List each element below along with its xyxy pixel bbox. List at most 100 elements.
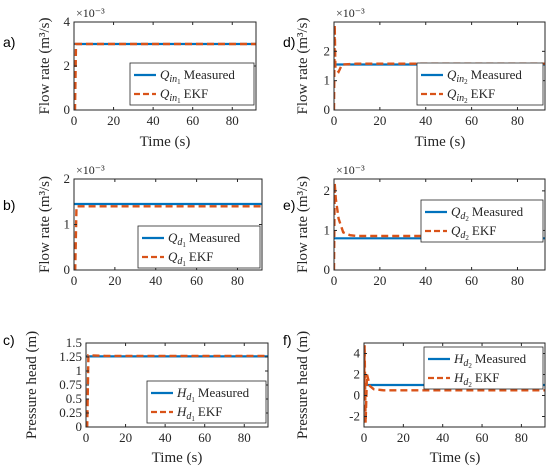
y-tick-label: 1 [64, 217, 71, 232]
legend-entry: Qd1 Measured [168, 230, 241, 249]
x-tick-label: 20 [108, 273, 121, 288]
x-tick-label: 40 [159, 430, 172, 445]
y-tick-label: 4 [64, 14, 71, 29]
panel-label: a) [3, 34, 15, 50]
y-tick-label: 0 [354, 388, 361, 403]
panel-e: e) 0 20 40 60 80 0 1 2 ×10⁻³ Flow rate (m³/s) Qd2 Me… [283, 163, 546, 288]
y-tick-label: 1 [324, 73, 331, 88]
x-tick-label: 80 [511, 113, 524, 128]
series-group [86, 354, 268, 427]
y-tick-label: 1 [76, 363, 83, 378]
legend-entry: Qd2 Measured [451, 204, 524, 223]
y-tick-label: 2 [64, 171, 71, 186]
legend-entry: Qin2 Measured [447, 67, 522, 86]
legend-box [423, 346, 544, 390]
panel-b: b) 0 20 40 60 80 0 1 2 ×10⁻³ Flow rate (m³/s) Qd1 Me… [3, 163, 263, 288]
x-tick-label: 40 [436, 430, 449, 445]
x-tick-label: 0 [331, 273, 338, 288]
panel-label: d) [283, 34, 295, 50]
x-tick-label: 0 [361, 430, 368, 445]
series-line-ekf [86, 354, 268, 427]
x-axis-label: Time (s) [415, 134, 466, 150]
axes-box [333, 178, 546, 271]
x-tick-label: 60 [465, 113, 478, 128]
panel-label: c) [3, 332, 15, 348]
panel-label: b) [3, 197, 15, 213]
legend-box [420, 199, 544, 243]
x-tick-label: 60 [198, 430, 211, 445]
x-tick-label: 40 [149, 273, 162, 288]
x-tick-label: 60 [465, 273, 478, 288]
y-axis-label: Flow rate (m³/s) [37, 176, 53, 273]
legend-box [416, 62, 544, 106]
x-tick-label: 40 [147, 113, 160, 128]
y-exponent: ×10⁻³ [76, 163, 105, 177]
y-axis-label: Pressure head (m) [24, 331, 40, 439]
x-axis-label: Time (s) [430, 450, 481, 466]
y-axis-label: Pressure head (m) [295, 331, 311, 439]
legend-entry: Qd1 EKF [168, 249, 213, 268]
x-tick-label: 0 [71, 113, 78, 128]
legend-entry: Qin1 EKF [160, 86, 208, 105]
x-tick-label: 20 [373, 113, 386, 128]
series-group [74, 202, 262, 270]
x-axis-label: Time (s) [152, 450, 203, 466]
y-tick-label: 4 [354, 346, 361, 361]
series-line-ekf [74, 42, 256, 110]
x-tick-label: 40 [419, 113, 432, 128]
legend-box [137, 225, 261, 269]
legend-entry: Hd1 EKF [176, 404, 222, 423]
y-exponent: ×10⁻³ [336, 163, 365, 177]
legend-entry: Qin1 Measured [160, 67, 235, 86]
legend-box [146, 380, 267, 424]
x-tick-label: 80 [238, 430, 251, 445]
y-tick-label: 2 [64, 58, 71, 73]
y-exponent: ×10⁻³ [336, 6, 365, 20]
y-tick-label: 0.75 [59, 377, 82, 392]
axes-box [333, 21, 546, 111]
y-tick-label: 0 [324, 102, 331, 117]
y-tick-label: 1 [324, 222, 331, 237]
x-tick-label: 20 [119, 430, 132, 445]
x-axis-label: Time (s) [140, 134, 191, 150]
x-tick-label: 0 [331, 113, 338, 128]
y-axis-label: Flow rate (m³/s) [295, 18, 311, 115]
y-tick-label: 1.5 [66, 335, 82, 350]
x-tick-label: 40 [419, 273, 432, 288]
y-tick-label: 0.5 [66, 391, 82, 406]
legend-box [129, 62, 255, 106]
y-axis-label: Flow rate (m³/s) [37, 18, 53, 115]
axes-box [363, 342, 546, 428]
y-tick-label: 0 [324, 262, 331, 277]
x-tick-label: 20 [397, 430, 410, 445]
panel-a: a) 0 20 40 60 80 0 2 4 ×10⁻³ Time (s) Flow rate (m³… [3, 6, 257, 150]
x-tick-label: 20 [107, 113, 120, 128]
x-tick-label: 80 [515, 430, 528, 445]
panel-label: f) [283, 332, 292, 348]
panel-label: e) [283, 197, 295, 213]
y-axis-label: Flow rate (m³/s) [295, 176, 311, 273]
series-group [74, 42, 256, 110]
legend-entry: Hd1 Measured [176, 385, 250, 404]
y-tick-label: 0.25 [59, 405, 82, 420]
y-tick-label: 0 [76, 419, 83, 434]
x-tick-label: 80 [226, 113, 239, 128]
y-tick-label: 0 [64, 262, 71, 277]
series-line-ekf [74, 205, 262, 270]
y-tick-label: 2 [324, 183, 331, 198]
y-tick-label: -2 [349, 409, 360, 424]
legend-entry: Hd2 EKF [453, 370, 499, 389]
panel-d: d) 0 20 40 60 80 0 1 2 ×10⁻³ Time (s) Flow rate (m³… [283, 6, 546, 150]
y-tick-label: 2 [354, 367, 361, 382]
x-tick-label: 80 [511, 273, 524, 288]
series-line-ekf [364, 345, 545, 423]
